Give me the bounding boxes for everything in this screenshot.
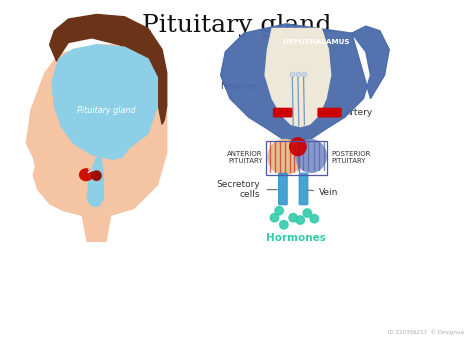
Text: Neurons: Neurons: [220, 80, 273, 91]
Circle shape: [289, 213, 297, 222]
Polygon shape: [26, 45, 167, 241]
Ellipse shape: [80, 169, 93, 181]
Text: Hormones: Hormones: [265, 233, 326, 243]
Circle shape: [303, 209, 311, 217]
Text: Pituitary gland: Pituitary gland: [76, 106, 135, 115]
Circle shape: [270, 213, 279, 222]
Circle shape: [310, 214, 319, 223]
Text: Artery: Artery: [345, 108, 373, 117]
Bar: [266, 141, 327, 175]
Text: Vein: Vein: [306, 187, 338, 197]
Ellipse shape: [296, 140, 326, 172]
Text: ID 220356217  © Designua: ID 220356217 © Designua: [388, 330, 464, 336]
Polygon shape: [220, 24, 389, 143]
FancyBboxPatch shape: [299, 173, 308, 205]
Text: ANTERIOR
PITUITARY: ANTERIOR PITUITARY: [227, 152, 263, 165]
Ellipse shape: [290, 138, 306, 156]
Text: HYPOTHALAMUS: HYPOTHALAMUS: [283, 39, 350, 45]
Polygon shape: [87, 158, 103, 206]
Circle shape: [275, 207, 283, 215]
Ellipse shape: [154, 143, 165, 162]
FancyBboxPatch shape: [318, 108, 341, 117]
Polygon shape: [82, 215, 110, 241]
Polygon shape: [50, 14, 167, 124]
Circle shape: [280, 221, 288, 229]
FancyBboxPatch shape: [273, 108, 292, 117]
Text: Secretory
cells: Secretory cells: [217, 180, 260, 199]
Ellipse shape: [92, 171, 101, 180]
FancyBboxPatch shape: [279, 173, 287, 205]
Text: Pituitary gland: Pituitary gland: [142, 14, 332, 38]
Polygon shape: [52, 45, 157, 159]
Circle shape: [296, 216, 304, 224]
Text: POSTERIOR
PITUITARY: POSTERIOR PITUITARY: [332, 152, 371, 165]
Polygon shape: [265, 28, 331, 127]
Ellipse shape: [268, 140, 301, 174]
